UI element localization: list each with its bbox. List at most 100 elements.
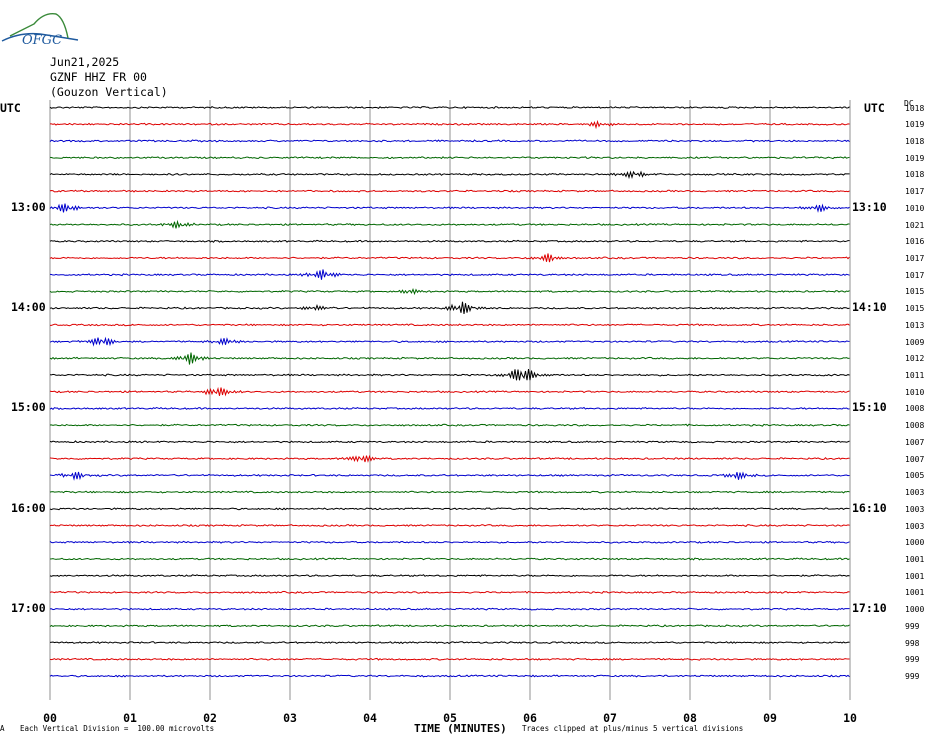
right-hour-label: 14:10 xyxy=(852,300,887,315)
left-utc-label: UTC xyxy=(0,101,21,115)
dc-offset-label: 1019 xyxy=(905,153,925,163)
trace-row-18 xyxy=(49,406,850,411)
dc-offset-label: 1013 xyxy=(905,320,925,330)
x-tick-label: 07 xyxy=(603,711,617,725)
x-tick-label: 01 xyxy=(123,711,137,725)
dc-offset-label: 1021 xyxy=(905,220,925,230)
left-hour-label: 15:00 xyxy=(11,400,46,415)
trace-row-2 xyxy=(49,139,850,143)
trace-row-1 xyxy=(49,119,850,130)
header-date: Jun21,2025 xyxy=(50,55,120,69)
left-hour-label: 16:00 xyxy=(11,500,46,515)
trace-row-10 xyxy=(49,269,850,280)
dc-offset-label: 1003 xyxy=(905,521,925,531)
dc-offset-label: 1010 xyxy=(905,387,925,397)
trace-row-27 xyxy=(49,557,850,561)
trace-row-31 xyxy=(49,624,850,628)
left-hour-label: 14:00 xyxy=(11,300,46,315)
vertical-division-note: Each Vertical Division = 100.00 microvol… xyxy=(20,724,215,733)
dc-offset-label: 998 xyxy=(905,638,920,648)
dc-offset-label: 1017 xyxy=(905,187,925,197)
trace-row-11 xyxy=(49,288,850,296)
clip-note: Traces clipped at plus/minus 5 vertical … xyxy=(522,724,744,733)
corner-mark: A xyxy=(0,724,5,733)
x-tick-label: 10 xyxy=(843,711,857,725)
trace-row-17 xyxy=(49,386,850,397)
dc-offset-label: 1003 xyxy=(905,504,925,514)
left-hour-label: 17:00 xyxy=(11,601,46,616)
trace-row-26 xyxy=(49,540,850,544)
dc-offset-label: 999 xyxy=(905,655,920,665)
dc-offset-label: 1001 xyxy=(905,588,925,598)
dc-offset-label: 1000 xyxy=(905,538,925,548)
dc-offset-label: 1011 xyxy=(905,371,925,381)
trace-row-3 xyxy=(49,156,850,160)
logo-text: OFGC xyxy=(22,33,62,46)
header-location: (Gouzon Vertical) xyxy=(50,85,168,99)
dc-offset-label: 1000 xyxy=(905,605,925,615)
ofgc-logo: OFGC xyxy=(1,13,79,46)
dc-offset-label: 1001 xyxy=(905,554,925,564)
trace-row-12 xyxy=(49,301,850,314)
trace-row-24 xyxy=(49,507,850,511)
trace-row-0 xyxy=(49,106,850,110)
dc-offset-label: 1012 xyxy=(905,354,925,364)
trace-row-7 xyxy=(49,219,850,229)
trace-row-4 xyxy=(49,170,850,180)
dc-offset-label: 1017 xyxy=(905,270,925,280)
trace-row-8 xyxy=(49,239,850,243)
x-tick-label: 00 xyxy=(43,711,57,725)
trace-row-5 xyxy=(49,189,850,193)
trace-row-9 xyxy=(49,253,850,263)
dc-offset-label: 1007 xyxy=(905,437,925,447)
trace-row-29 xyxy=(49,590,850,594)
dc-offset-label: 1016 xyxy=(905,237,925,247)
x-tick-label: 09 xyxy=(763,711,777,725)
right-hour-label: 13:10 xyxy=(852,199,887,214)
dc-offset-label: 1018 xyxy=(905,103,925,113)
x-axis-label: TIME (MINUTES) xyxy=(414,722,507,735)
trace-row-25 xyxy=(49,524,850,527)
trace-row-33 xyxy=(49,657,850,661)
dc-offset-label: 999 xyxy=(905,671,920,681)
left-hour-label: 13:00 xyxy=(11,199,46,214)
trace-row-21 xyxy=(49,454,850,463)
x-tick-label: 04 xyxy=(363,711,377,725)
dc-offset-label: 1007 xyxy=(905,454,925,464)
trace-row-13 xyxy=(49,323,850,327)
dc-offset-label: 1008 xyxy=(905,404,925,414)
x-tick-label: 02 xyxy=(203,711,217,725)
trace-row-23 xyxy=(49,490,850,494)
x-tick-label: 06 xyxy=(523,711,537,725)
right-hour-label: 16:10 xyxy=(852,500,887,515)
trace-row-19 xyxy=(49,423,850,427)
dc-offset-label: 1008 xyxy=(905,421,925,431)
trace-row-34 xyxy=(49,674,850,678)
dc-offset-label: 1017 xyxy=(905,253,925,263)
dc-offset-label: 1009 xyxy=(905,337,925,347)
right-utc-label: UTC xyxy=(864,101,885,115)
dc-offset-label: 1015 xyxy=(905,304,925,314)
trace-row-14 xyxy=(49,336,850,347)
x-tick-label: 08 xyxy=(683,711,697,725)
dc-offset-label: 1018 xyxy=(905,136,925,146)
dc-offset-label: 1018 xyxy=(905,170,925,180)
right-hour-label: 17:10 xyxy=(852,601,887,616)
dc-offset-label: 1019 xyxy=(905,120,925,130)
trace-row-20 xyxy=(49,440,850,444)
dc-offset-label: 999 xyxy=(905,621,920,631)
dc-header: DC xyxy=(904,99,914,108)
x-tick-label: 05 xyxy=(443,711,457,725)
trace-row-30 xyxy=(49,607,850,611)
right-hour-label: 15:10 xyxy=(852,400,887,415)
trace-row-28 xyxy=(49,574,850,578)
dc-offset-label: 1003 xyxy=(905,488,925,498)
dc-offset-label: 1005 xyxy=(905,471,925,481)
trace-row-22 xyxy=(49,471,850,481)
dc-offset-label: 1010 xyxy=(905,203,925,213)
trace-row-6 xyxy=(49,203,850,213)
trace-row-16 xyxy=(49,368,850,381)
dc-offset-label: 1015 xyxy=(905,287,925,297)
trace-row-32 xyxy=(49,641,850,645)
